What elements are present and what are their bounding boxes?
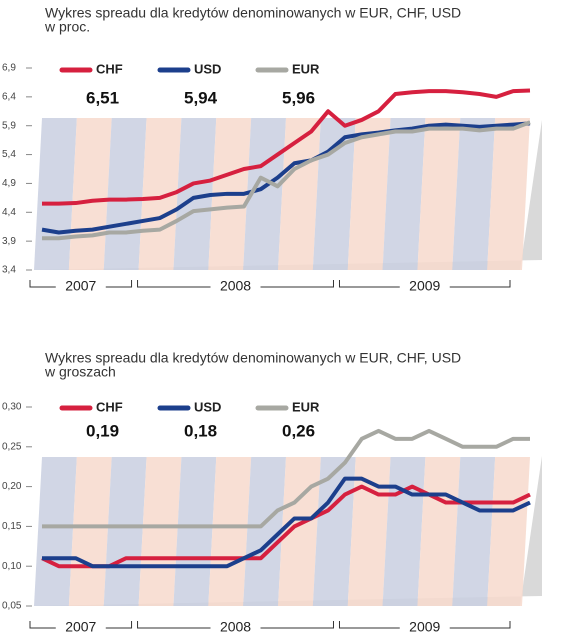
- legend-value: 6,51: [86, 88, 119, 107]
- series-line: [42, 120, 531, 241]
- year-bracket: [338, 280, 511, 288]
- plot-stripe: [173, 457, 217, 606]
- plot-stripe: [68, 457, 112, 606]
- chart-title: Wykres spreadu dla kredytów denominowany…: [45, 5, 461, 21]
- legend-label: CHF: [96, 61, 123, 76]
- chart-subtitle: w groszach: [44, 364, 116, 380]
- plot-stripe: [278, 457, 321, 606]
- x-tick-label: 2009: [409, 619, 440, 635]
- y-tick-label: 6,9: [2, 63, 16, 74]
- chart-subtitle: w proc.: [44, 19, 90, 35]
- legend-value: 0,18: [184, 421, 217, 440]
- x-tick-label: 2008: [220, 278, 251, 294]
- legend-value: 0,19: [86, 421, 119, 440]
- legend-label: EUR: [292, 399, 320, 414]
- y-tick-label: 0,05: [2, 601, 22, 612]
- year-bracket: [29, 621, 133, 629]
- plot-stripe: [487, 457, 530, 606]
- y-tick-label: 6,4: [2, 91, 16, 102]
- year-bracket: [29, 280, 133, 288]
- y-tick-label: 3,4: [2, 265, 16, 276]
- plot-stripe: [138, 457, 182, 606]
- y-tick-label: 0,20: [2, 481, 22, 492]
- plot-stripe: [173, 118, 217, 270]
- plot-stripe: [487, 118, 530, 270]
- legend-label: CHF: [96, 399, 123, 414]
- plot-stripe: [452, 118, 496, 270]
- series-line: [42, 476, 531, 569]
- y-tick-label: 5,4: [2, 149, 16, 160]
- plot-stripe: [382, 118, 426, 270]
- y-tick-label: 0,30: [2, 402, 22, 413]
- legend-value: 5,94: [184, 88, 218, 107]
- legend-label: EUR: [292, 61, 320, 76]
- series-line: [42, 428, 530, 529]
- series-line: [41, 121, 531, 235]
- plot-stripe: [34, 457, 77, 606]
- x-tick-label: 2007: [65, 619, 96, 635]
- y-tick-label: 0,10: [2, 561, 22, 572]
- year-bracket: [137, 280, 334, 288]
- y-tick-label: 0,15: [2, 521, 22, 532]
- y-tick-label: 4,4: [2, 207, 16, 218]
- plot-stripe: [208, 457, 252, 606]
- plot-stripe: [452, 457, 496, 606]
- plot-stripe: [347, 118, 391, 270]
- y-tick-label: 0,25: [2, 441, 22, 452]
- legend-value: 0,26: [282, 421, 315, 440]
- legend-label: USD: [194, 399, 221, 414]
- year-bracket: [137, 621, 334, 629]
- plot-stripe: [417, 118, 461, 270]
- series-line: [41, 484, 531, 569]
- legend-label: USD: [194, 61, 221, 76]
- x-tick-label: 2007: [65, 278, 96, 294]
- x-tick-label: 2008: [220, 619, 251, 635]
- y-tick-label: 3,9: [2, 236, 16, 247]
- y-tick-label: 5,9: [2, 120, 16, 131]
- chart-title: Wykres spreadu dla kredytów denominowany…: [45, 350, 461, 366]
- legend-value: 5,96: [282, 88, 315, 107]
- plot-stripe: [278, 118, 321, 270]
- year-bracket: [338, 621, 511, 629]
- plot-stripe: [103, 457, 147, 606]
- series-line: [42, 88, 531, 206]
- plot-stripe: [243, 457, 286, 606]
- y-tick-label: 4,9: [2, 178, 16, 189]
- x-tick-label: 2009: [409, 278, 440, 294]
